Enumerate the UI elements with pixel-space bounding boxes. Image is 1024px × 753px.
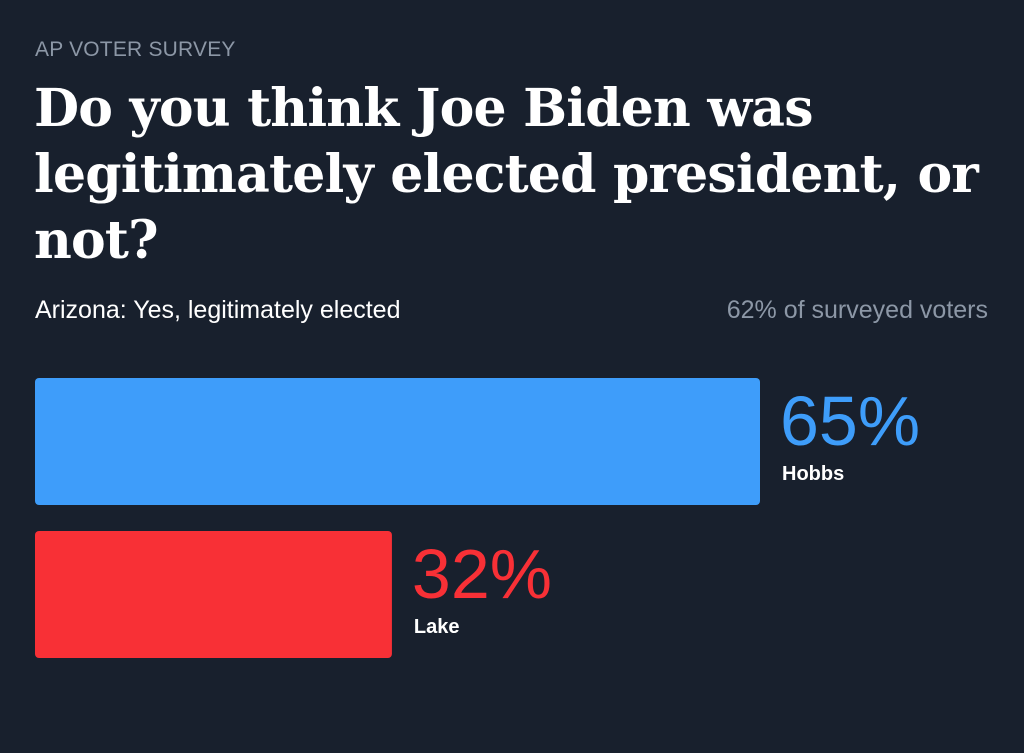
- bar-chart: 65% Hobbs 32% Lake: [35, 378, 920, 658]
- value-label-hobbs: 65%: [780, 382, 920, 460]
- sample-note: 62% of surveyed voters: [726, 296, 988, 324]
- kicker: AP VOTER SURVEY: [35, 38, 236, 61]
- chart-subtitle: Arizona: Yes, legitimately elected: [35, 296, 401, 324]
- bar-lake: [35, 531, 392, 658]
- category-label-hobbs: Hobbs: [782, 463, 844, 485]
- bar-hobbs: [35, 378, 760, 505]
- category-label-lake: Lake: [414, 616, 460, 638]
- value-label-lake: 32%: [412, 535, 552, 613]
- chart-title: Do you think Joe Biden was legitimately …: [34, 78, 979, 271]
